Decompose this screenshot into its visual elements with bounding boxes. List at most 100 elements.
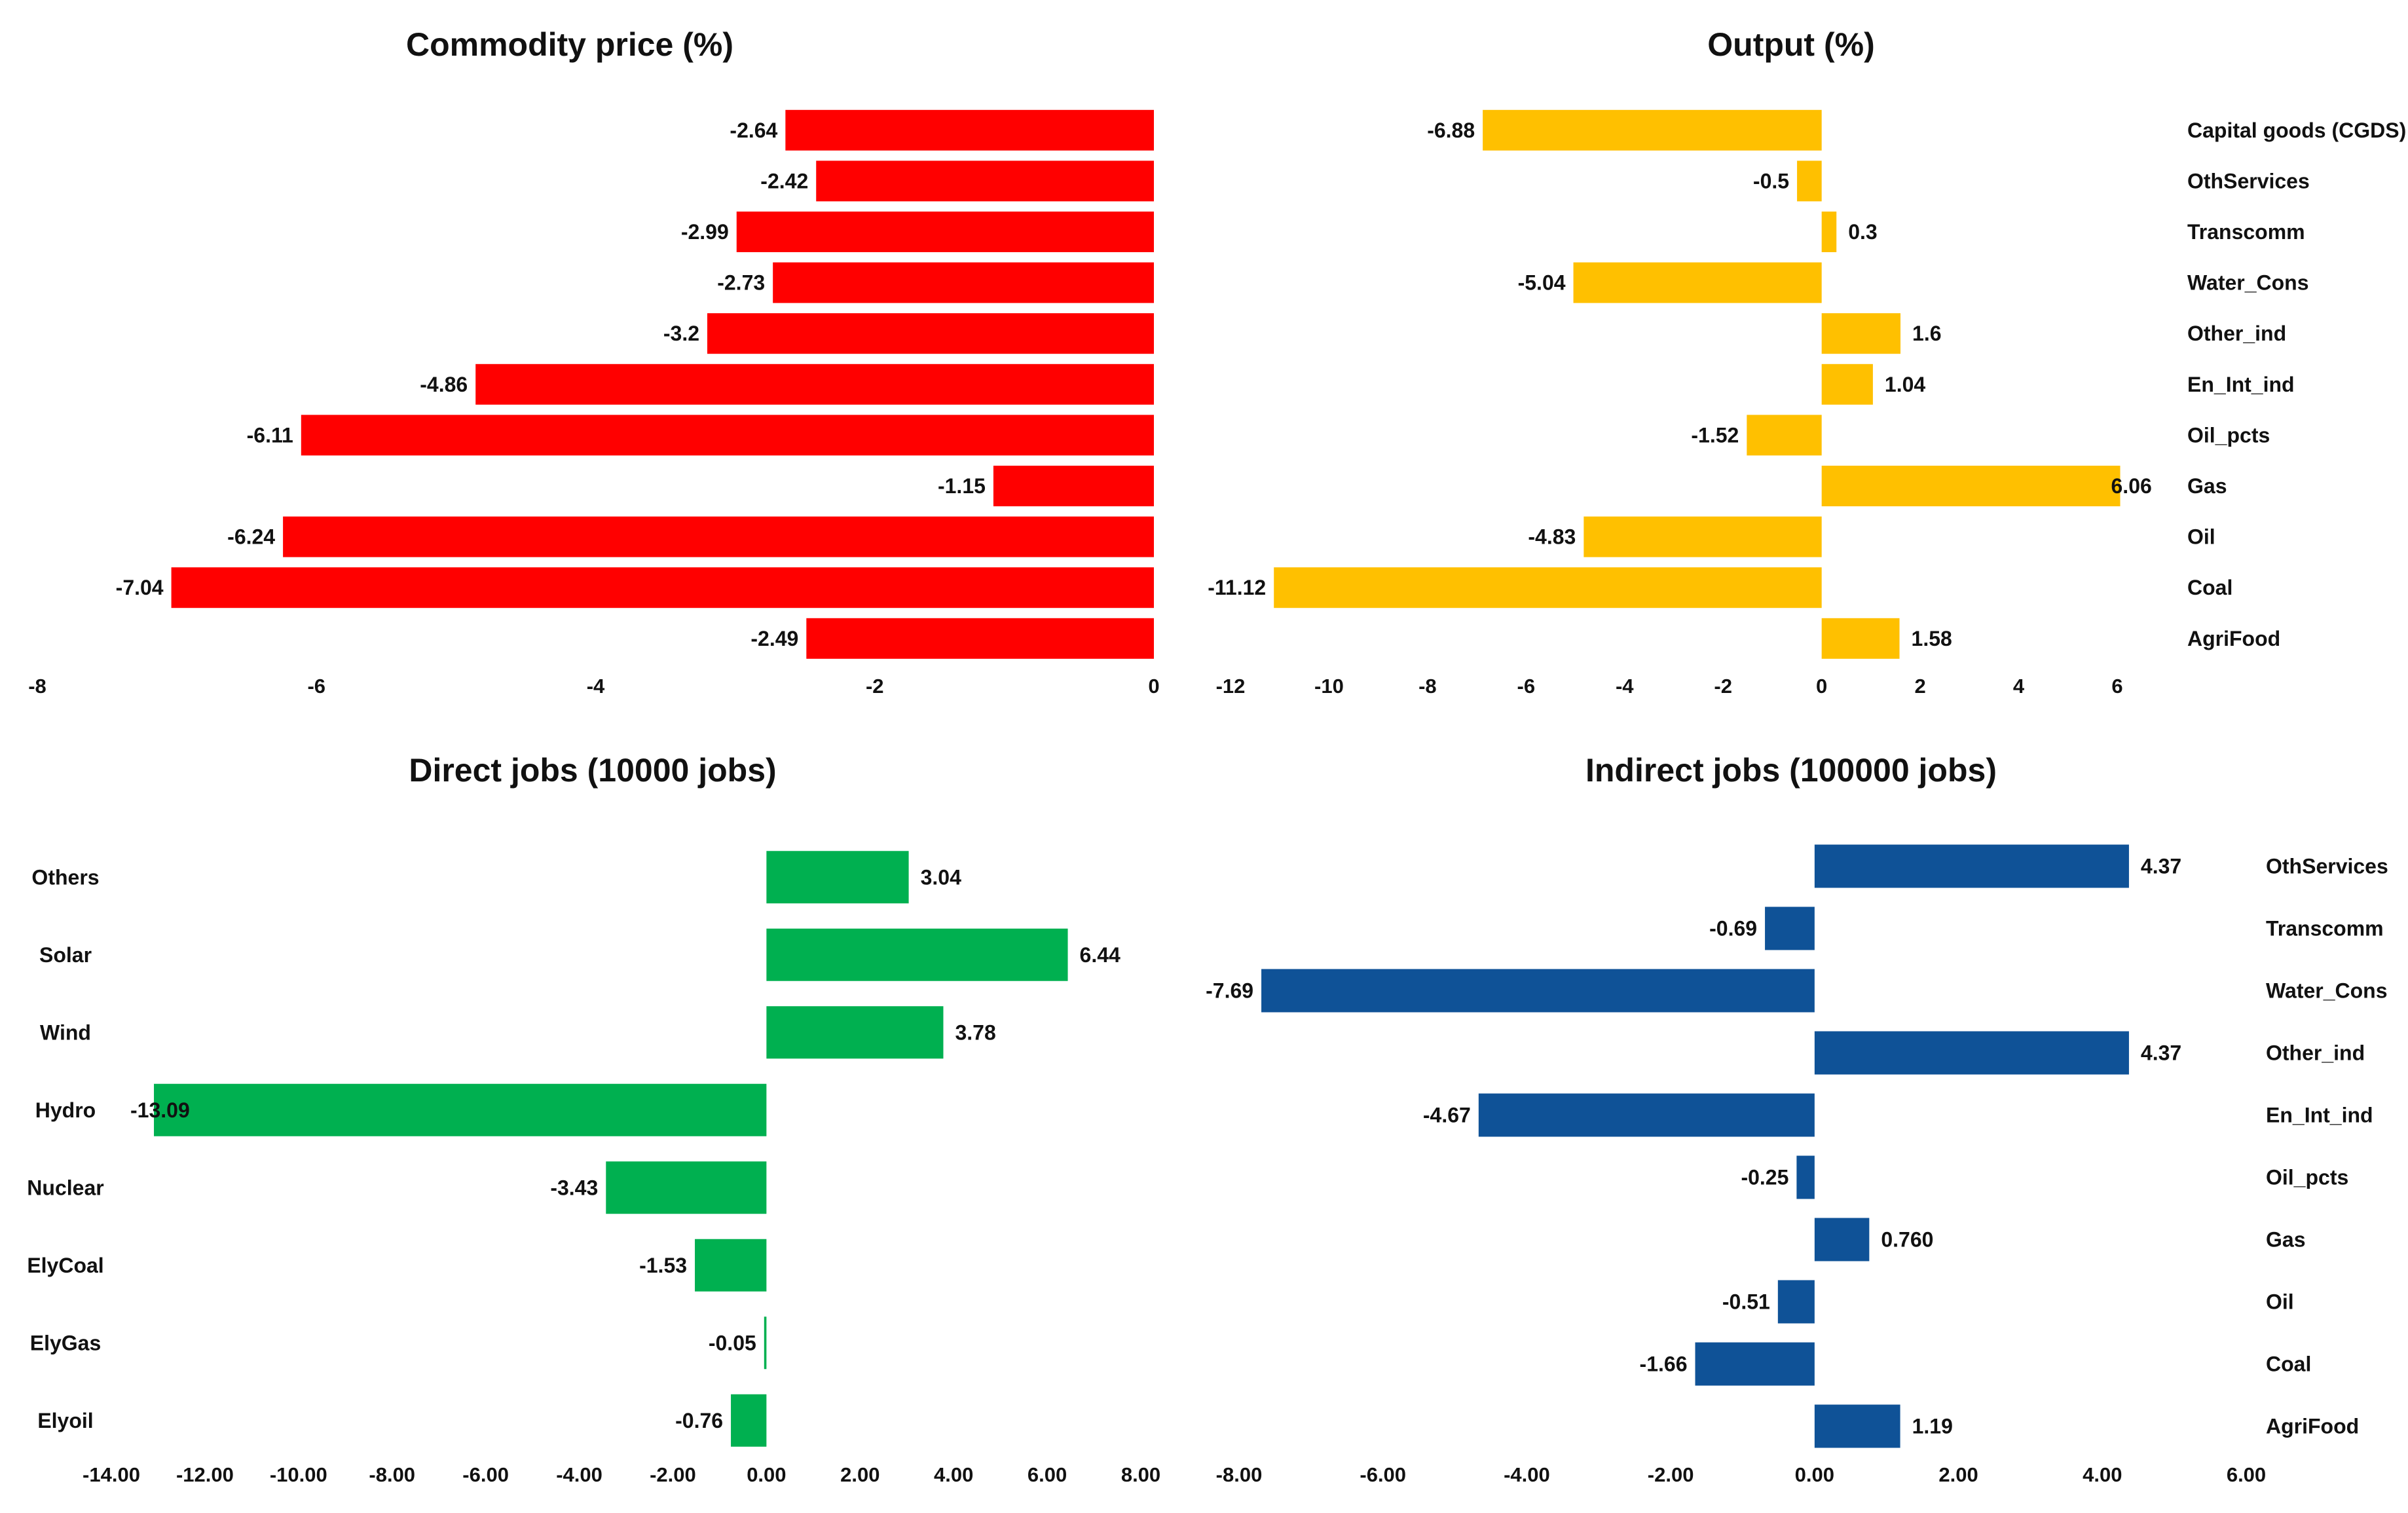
output-tick-label: -6	[1517, 675, 1536, 698]
indirect-jobs-chart: Indirect jobs (100000 jobs) 4.37 OthServi…	[1206, 752, 2388, 1486]
output-value-label-othservices: -0.5	[1753, 169, 1789, 193]
output-value-label-transcomm: 0.3	[1848, 220, 1877, 244]
direct-jobs-tick-label: -6.00	[462, 1463, 509, 1486]
direct-jobs-category-label-solar: Solar	[39, 943, 92, 967]
commodity-price-title: Commodity price (%)	[406, 26, 733, 63]
indirect-jobs-tick-label: 0.00	[1795, 1463, 1834, 1486]
price-bar-other-ind	[707, 313, 1154, 354]
price-tick-label: -2	[866, 675, 884, 698]
direct-jobs-tick-label: -10.00	[270, 1463, 327, 1486]
output-bar-capital-goods-cgds	[1483, 109, 1822, 151]
indirect-jobs-title: Indirect jobs (100000 jobs)	[1585, 752, 1997, 789]
indirect-jobs-bar-en-int-ind	[1478, 1093, 1815, 1137]
indirect-jobs-tick-label: -2.00	[1648, 1463, 1694, 1486]
indirect-jobs-value-label-gas: 0.760	[1881, 1228, 1933, 1252]
direct-jobs-category-label-elycoal: ElyCoal	[27, 1254, 103, 1277]
indirect-jobs-category-label-agrifood: AgriFood	[2266, 1415, 2359, 1438]
output-tick-label: -2	[1714, 675, 1732, 698]
output-category-label-oil: Oil	[2187, 525, 2215, 549]
output-tick-label: -8	[1418, 675, 1437, 698]
price-bar-transcomm	[736, 212, 1154, 252]
output-bar-othservices	[1797, 160, 1822, 202]
indirect-jobs-category-label-other-ind: Other_ind	[2266, 1041, 2365, 1065]
price-value-label-othservices: -2.42	[760, 169, 808, 193]
indirect-jobs-bar-other-ind	[1814, 1031, 2129, 1075]
direct-jobs-bar-solar	[766, 928, 1068, 981]
price-value-label-coal: -7.04	[116, 576, 164, 599]
output-category-label-oil-pcts: Oil_pcts	[2187, 423, 2270, 447]
direct-jobs-value-label-nuclear: -3.43	[550, 1176, 598, 1199]
indirect-jobs-category-label-water-cons: Water_Cons	[2266, 979, 2388, 1003]
output-bar-gas	[1821, 466, 2121, 506]
indirect-jobs-tick-label: 2.00	[1938, 1463, 1978, 1486]
output-category-label-other-ind: Other_ind	[2187, 322, 2286, 345]
price-bar-oil	[283, 516, 1155, 557]
output-category-label-coal: Coal	[2187, 576, 2232, 599]
price-bar-agrifood	[806, 618, 1154, 659]
output-chart: Output (%) -6.88 Capital goods (CGDS) -0.5…	[1208, 26, 2406, 698]
output-value-label-coal: -11.12	[1208, 576, 1266, 599]
price-tick-label: -8	[28, 675, 46, 698]
price-value-label-other-ind: -3.2	[663, 322, 699, 345]
output-tick-label: -10	[1314, 675, 1344, 698]
direct-jobs-category-label-nuclear: Nuclear	[27, 1176, 103, 1199]
indirect-jobs-tick-label: -6.00	[1360, 1463, 1406, 1486]
price-value-label-en-int-ind: -4.86	[420, 373, 468, 396]
output-bar-transcomm	[1821, 212, 1837, 252]
indirect-jobs-value-label-water-cons: -7.69	[1206, 979, 1253, 1003]
indirect-jobs-category-label-othservices: OthServices	[2266, 855, 2388, 878]
direct-jobs-bar-nuclear	[606, 1161, 767, 1214]
indirect-jobs-value-label-en-int-ind: -4.67	[1423, 1104, 1471, 1127]
direct-jobs-tick-label: -12.00	[176, 1463, 234, 1486]
price-bar-othservices	[816, 160, 1154, 202]
output-tick-label: -12	[1216, 675, 1246, 698]
direct-jobs-title: Direct jobs (10000 jobs)	[409, 752, 776, 789]
direct-jobs-bar-elycoal	[695, 1239, 767, 1292]
output-bar-water-cons	[1573, 262, 1822, 303]
output-value-label-capital-goods-cgds: -6.88	[1427, 119, 1475, 142]
output-bar-agrifood	[1821, 618, 1900, 659]
output-tick-label: 4	[2013, 675, 2025, 698]
output-category-label-transcomm: Transcomm	[2187, 220, 2305, 244]
indirect-jobs-category-label-oil-pcts: Oil_pcts	[2266, 1166, 2348, 1189]
price-bar-en-int-ind	[475, 364, 1154, 405]
price-value-label-oil: -6.24	[227, 525, 275, 549]
output-tick-label: 2	[1914, 675, 1925, 698]
indirect-jobs-bar-othservices	[1814, 844, 2129, 888]
price-value-label-oil-pcts: -6.11	[247, 423, 293, 447]
indirect-jobs-bar-coal	[1695, 1342, 1815, 1386]
output-bar-coal	[1274, 567, 1822, 608]
price-tick-label: -4	[587, 675, 605, 698]
price-value-label-water-cons: -2.73	[717, 271, 765, 295]
indirect-jobs-bar-oil	[1777, 1280, 1815, 1324]
price-value-label-capital-goods-cgds: -2.64	[730, 119, 777, 142]
direct-jobs-category-label-wind: Wind	[40, 1020, 91, 1044]
indirect-jobs-category-label-coal: Coal	[2266, 1353, 2311, 1376]
output-tick-label: 0	[1816, 675, 1827, 698]
direct-jobs-tick-label: -8.00	[369, 1463, 415, 1486]
output-value-label-gas: 6.06	[2111, 474, 2152, 498]
price-value-label-agrifood: -2.49	[750, 627, 798, 650]
direct-jobs-bar-wind	[766, 1006, 944, 1059]
output-value-label-agrifood: 1.58	[1912, 627, 1952, 650]
output-value-label-oil: -4.83	[1528, 525, 1576, 549]
output-tick-label: -4	[1616, 675, 1634, 698]
output-value-label-oil-pcts: -1.52	[1691, 423, 1739, 447]
indirect-jobs-tick-label: 4.00	[2083, 1463, 2122, 1486]
output-category-label-en-int-ind: En_Int_ind	[2187, 373, 2295, 396]
direct-jobs-tick-label: -4.00	[556, 1463, 602, 1486]
output-bar-other-ind	[1821, 313, 1901, 354]
indirect-jobs-value-label-agrifood: 1.19	[1912, 1415, 1953, 1438]
output-title: Output (%)	[1707, 26, 1874, 63]
direct-jobs-category-label-others: Others	[31, 865, 99, 889]
direct-jobs-category-label-elyoil: Elyoil	[37, 1409, 93, 1432]
direct-jobs-category-label-elygas: ElyGas	[30, 1331, 102, 1354]
output-tick-label: 6	[2111, 675, 2122, 698]
output-category-label-capital-goods-cgds: Capital goods (CGDS)	[2187, 119, 2406, 142]
indirect-jobs-value-label-coal: -1.66	[1640, 1353, 1688, 1376]
indirect-jobs-value-label-othservices: 4.37	[2141, 855, 2181, 878]
direct-jobs-value-label-elycoal: -1.53	[639, 1254, 687, 1277]
direct-jobs-value-label-hydro: -13.09	[130, 1098, 190, 1122]
direct-jobs-tick-label: -2.00	[650, 1463, 696, 1486]
